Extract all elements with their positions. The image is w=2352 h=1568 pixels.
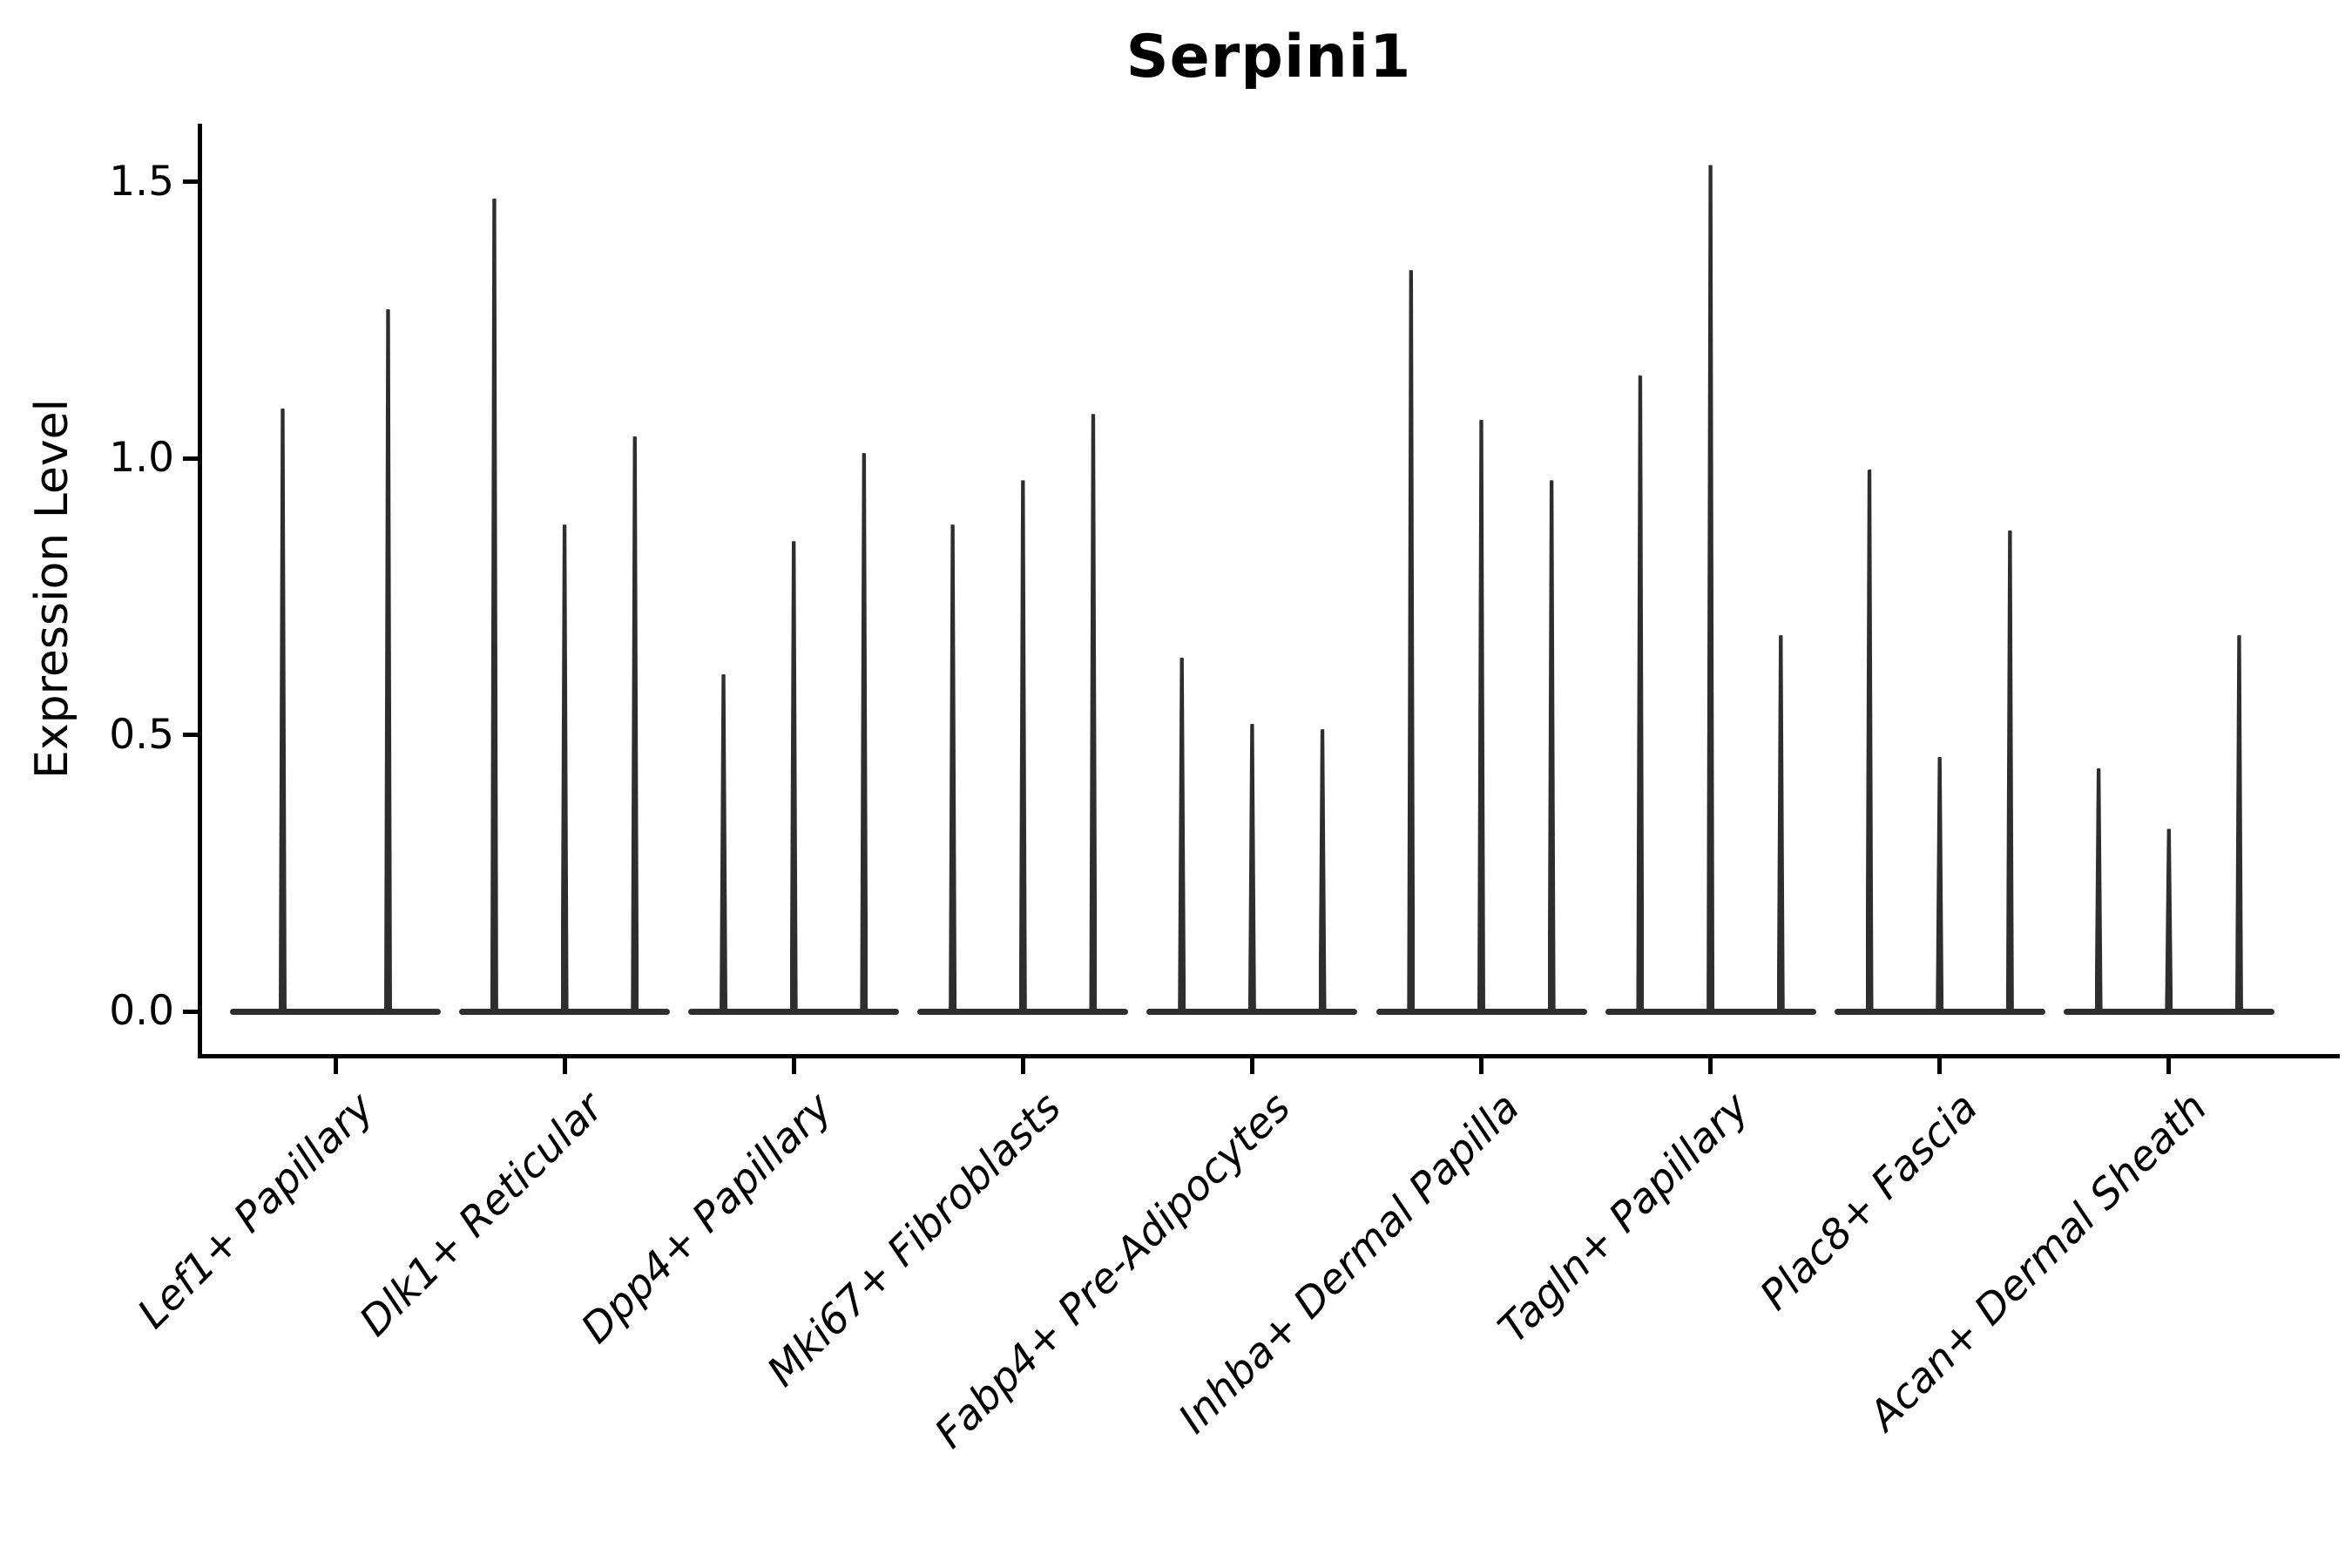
violin-spike — [631, 436, 639, 1015]
y-tick-label: 0.5 — [109, 710, 174, 759]
y-tick-label: 1.0 — [109, 434, 174, 482]
violin-spike — [384, 308, 392, 1015]
x-tick-label: Plac8+ Fascia — [1751, 1083, 1988, 1320]
violin-spike — [1018, 480, 1027, 1015]
violin-spike — [2234, 635, 2243, 1015]
violin-spike — [1089, 414, 1098, 1015]
y-tick-label: 1.5 — [109, 157, 174, 206]
violin-spike — [560, 524, 569, 1015]
y-tick-mark — [183, 456, 198, 461]
x-axis-spine — [198, 1054, 2340, 1058]
violin-spike — [490, 198, 498, 1015]
x-tick-mark — [1249, 1058, 1254, 1074]
x-tick-label: Tagln+ Papillary — [1489, 1083, 1759, 1353]
x-tick-mark — [2166, 1058, 2172, 1074]
x-tick-mark — [1937, 1058, 1943, 1074]
x-tick-mark — [562, 1058, 567, 1074]
x-tick-mark — [1708, 1058, 1713, 1074]
violin-spike — [1178, 657, 1186, 1015]
violin-spike — [1318, 729, 1327, 1015]
x-tick-label: Dlk1+ Reticular — [349, 1083, 612, 1346]
violin-spike — [1547, 480, 1556, 1015]
violin-spike — [860, 452, 868, 1015]
violin-spike — [720, 673, 728, 1015]
violin-spike — [949, 524, 957, 1015]
violin-spike — [279, 408, 287, 1015]
x-tick-label: Dpp4+ Papillary — [571, 1083, 841, 1354]
violin-spike — [2094, 767, 2103, 1015]
y-tick-mark — [183, 179, 198, 184]
violin-spike — [1636, 375, 1645, 1015]
violin-spike — [1477, 419, 1485, 1015]
violin-spike — [1936, 756, 1944, 1015]
violin-base — [230, 1008, 441, 1015]
x-tick-mark — [333, 1058, 338, 1074]
x-tick-mark — [1020, 1058, 1025, 1074]
violin-spike — [1776, 635, 1785, 1015]
x-tick-label: Lef1+ Papillary — [128, 1083, 383, 1338]
violin-spike — [789, 541, 798, 1015]
x-tick-mark — [1479, 1058, 1484, 1074]
violin-spike — [1865, 469, 1874, 1015]
violin-spike — [2005, 530, 2014, 1015]
y-axis-spine — [198, 124, 202, 1058]
violin-spike — [1707, 165, 1715, 1015]
violin-spike — [2165, 828, 2173, 1015]
violin-spike — [1247, 723, 1256, 1015]
y-tick-mark — [183, 733, 198, 737]
y-tick-mark — [183, 1009, 198, 1014]
chart-title: Serpini1 — [1125, 23, 1412, 91]
x-tick-mark — [791, 1058, 796, 1074]
violin-spike — [1407, 270, 1416, 1015]
y-tick-label: 0.0 — [109, 987, 174, 1035]
